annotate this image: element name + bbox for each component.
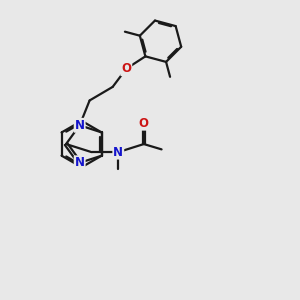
Text: N: N [75, 119, 85, 132]
Text: N: N [113, 146, 123, 159]
Text: O: O [121, 62, 131, 75]
Text: O: O [139, 117, 149, 130]
Text: N: N [75, 156, 85, 169]
